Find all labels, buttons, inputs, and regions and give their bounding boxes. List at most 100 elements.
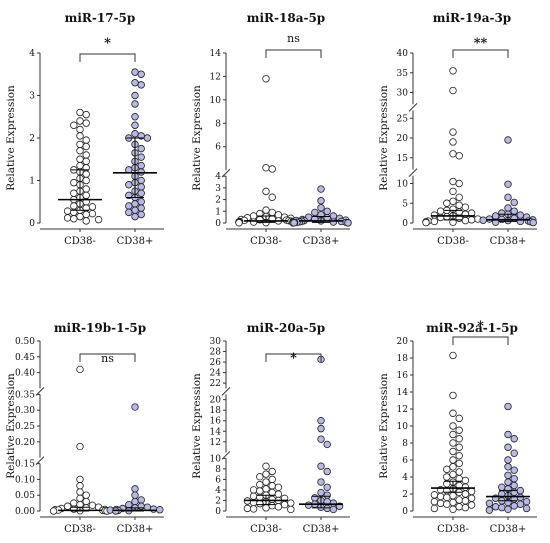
data-point bbox=[467, 487, 476, 496]
axis-break-mark bbox=[408, 102, 418, 112]
data-point bbox=[455, 152, 463, 160]
data-point bbox=[510, 435, 518, 443]
data-point bbox=[516, 493, 525, 502]
chart-panel: miR-92a-1-5p 0 2 4 6 8 10 12 14 16 18 20 Relative Ex… bbox=[378, 319, 537, 535]
chart-title: miR-17-5p bbox=[65, 11, 136, 25]
y-tick-label: 26 bbox=[210, 358, 222, 368]
data-point bbox=[137, 198, 145, 206]
data-point bbox=[137, 176, 145, 185]
data-point bbox=[82, 191, 90, 200]
y-tick-label: 2 bbox=[215, 496, 221, 506]
y-tick-label: 28 bbox=[210, 348, 222, 358]
y-tick-label: 1 bbox=[215, 207, 221, 217]
y-tick-label: 14 bbox=[210, 427, 222, 437]
axis-break-mark bbox=[221, 387, 231, 396]
data-point bbox=[443, 473, 451, 481]
data-point bbox=[63, 214, 72, 222]
data-point bbox=[461, 476, 470, 485]
data-point bbox=[76, 161, 84, 170]
data-point bbox=[461, 503, 470, 512]
data-point bbox=[88, 203, 97, 211]
data-point bbox=[137, 210, 145, 219]
data-point bbox=[329, 505, 338, 514]
y-tick-label: 8 bbox=[402, 439, 408, 449]
data-point bbox=[467, 494, 476, 502]
data-point bbox=[504, 193, 512, 202]
significance-label: ns bbox=[287, 32, 300, 45]
data-point bbox=[323, 440, 331, 449]
data-point bbox=[94, 215, 103, 224]
data-point bbox=[449, 422, 457, 430]
x-tick-label: CD38- bbox=[250, 524, 282, 535]
significance-bracket bbox=[79, 53, 136, 62]
y-tick-label: 6 bbox=[402, 456, 408, 466]
data-point bbox=[455, 179, 463, 188]
y-tick-label: 8 bbox=[215, 465, 221, 475]
data-point bbox=[430, 217, 439, 226]
data-point bbox=[137, 183, 145, 191]
x-tick-label: CD38+ bbox=[303, 524, 340, 535]
data-point bbox=[498, 503, 506, 512]
data-point bbox=[143, 134, 152, 142]
data-point bbox=[76, 155, 84, 163]
data-point bbox=[76, 212, 84, 221]
data-point bbox=[82, 119, 90, 127]
y-tick-label: 6 bbox=[215, 475, 221, 485]
significance-bracket bbox=[265, 49, 322, 58]
y-axis-label: Relative Expression bbox=[378, 373, 390, 479]
data-point bbox=[504, 136, 512, 144]
data-point bbox=[274, 211, 283, 219]
y-tick-label: 18 bbox=[210, 406, 222, 416]
data-point bbox=[467, 216, 476, 224]
data-point bbox=[449, 492, 457, 500]
data-point bbox=[249, 492, 258, 500]
data-point bbox=[249, 486, 258, 494]
data-point bbox=[82, 170, 90, 178]
data-point bbox=[82, 497, 90, 506]
y-tick-label: 8 bbox=[215, 119, 221, 129]
data-point bbox=[455, 503, 463, 511]
data-point bbox=[262, 504, 270, 512]
y-tick-label: 4 bbox=[402, 473, 408, 483]
data-point bbox=[449, 391, 457, 400]
y-tick-label: 18 bbox=[397, 354, 409, 364]
data-point bbox=[467, 501, 476, 509]
data-point bbox=[131, 68, 139, 76]
data-point bbox=[82, 185, 90, 193]
data-point bbox=[82, 217, 90, 225]
data-point bbox=[70, 178, 78, 187]
data-point bbox=[504, 456, 512, 464]
y-tick-label: 20 bbox=[397, 134, 409, 144]
data-point bbox=[82, 210, 90, 219]
data-point bbox=[449, 197, 457, 205]
y-tick-label: 0 bbox=[29, 219, 35, 229]
data-point bbox=[443, 500, 451, 508]
chart-title: miR-19b-1-5p bbox=[54, 321, 146, 335]
data-point bbox=[443, 465, 451, 474]
data-point bbox=[268, 208, 276, 217]
data-point bbox=[455, 459, 463, 468]
data-point bbox=[76, 140, 84, 149]
data-point bbox=[143, 503, 152, 511]
y-tick-label: 30 bbox=[397, 89, 409, 99]
chart-panel: miR-19a-3p 0 5 10 15 20 25 30 35 40 Relative Expre… bbox=[378, 11, 537, 247]
x-tick-label: CD38+ bbox=[490, 236, 527, 247]
data-point bbox=[436, 207, 445, 215]
data-point bbox=[323, 214, 331, 222]
significance-bracket bbox=[265, 353, 322, 362]
x-tick-label: CD38+ bbox=[117, 524, 154, 535]
data-point bbox=[443, 493, 451, 502]
data-point bbox=[76, 125, 84, 134]
data-point bbox=[504, 471, 512, 479]
data-point bbox=[522, 504, 531, 513]
data-point bbox=[131, 91, 139, 100]
data-point bbox=[461, 490, 470, 498]
chart-panel: miR-18a-5p 0 12 3 4 6 8 10 12 14 Relative Expressi… bbox=[191, 11, 352, 247]
data-point bbox=[82, 136, 90, 144]
data-point bbox=[449, 138, 457, 146]
data-point bbox=[504, 443, 512, 451]
data-point bbox=[317, 204, 325, 212]
x-tick-label: CD38- bbox=[250, 236, 282, 247]
data-point bbox=[510, 502, 518, 510]
data-point bbox=[516, 486, 525, 495]
